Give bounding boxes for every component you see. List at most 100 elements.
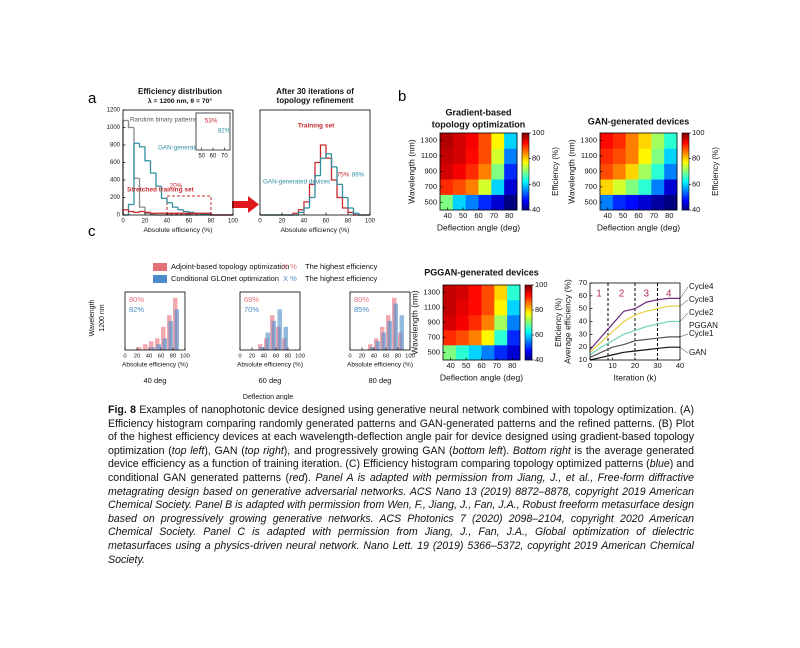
colorbar-segment bbox=[522, 156, 529, 159]
heatmap-cell bbox=[625, 148, 639, 165]
colorbar-segment bbox=[522, 133, 529, 136]
inset-label: 53% bbox=[205, 118, 218, 125]
x-axis-label: Absolute efficiency (%) bbox=[280, 227, 349, 234]
x-axis-label: Absolute efficiency (%) bbox=[143, 227, 212, 234]
chart-title: Efficiency distribution bbox=[138, 87, 222, 96]
x-tick-label: 60 bbox=[186, 219, 193, 225]
colorbar-label: Efficiency (%) bbox=[711, 147, 720, 196]
heatmap-cell bbox=[612, 148, 626, 165]
y-tick-label: 700 bbox=[424, 182, 437, 191]
colorbar-segment bbox=[525, 347, 532, 351]
chart-title: PGGAN-generated devices bbox=[424, 267, 539, 277]
colorbar-segment bbox=[682, 204, 689, 208]
histogram-step bbox=[138, 143, 145, 148]
y-tick-label: 40 bbox=[579, 316, 587, 325]
colorbar-segment bbox=[525, 285, 532, 288]
y-tick-label: 0 bbox=[117, 213, 121, 219]
panel-label: c bbox=[88, 223, 96, 240]
figure: a b c 0 20 40 60 80 100020040060080010001200A… bbox=[88, 87, 720, 400]
x-tick-label: 40 bbox=[447, 361, 455, 370]
heatmap-cell bbox=[664, 179, 678, 195]
caption-text: top right bbox=[244, 444, 284, 457]
y-tick-label: 1300 bbox=[420, 136, 437, 145]
colorbar-segment bbox=[525, 302, 532, 306]
histogram-step bbox=[133, 127, 140, 179]
heatmap-cell bbox=[625, 194, 639, 211]
y-tick-label: 1200 bbox=[107, 108, 121, 114]
x-tick-label: 80 bbox=[170, 354, 176, 360]
heatmap-cell bbox=[491, 194, 505, 211]
annotation: GAN-generated devices bbox=[263, 179, 330, 186]
heatmap-cell bbox=[481, 300, 495, 316]
colorbar-segment bbox=[525, 310, 532, 313]
colorbar-segment bbox=[682, 179, 689, 183]
colorbar-label: Efficiency (%) bbox=[554, 298, 563, 347]
colorbar-segment bbox=[525, 335, 532, 338]
chart-title: Gradient-based bbox=[445, 107, 511, 117]
x-axis-label: Deflection angle (deg) bbox=[437, 222, 520, 232]
legend-label: Cycle2 bbox=[689, 308, 714, 317]
plot-frame bbox=[239, 291, 301, 351]
stage-label: 3 bbox=[643, 289, 649, 300]
colorbar-segment bbox=[682, 158, 689, 162]
legend-leader bbox=[679, 346, 689, 354]
x-tick-label: 20 bbox=[134, 354, 140, 360]
heatmap-cell bbox=[664, 133, 678, 149]
histogram-step bbox=[314, 174, 321, 198]
colorbar-segment bbox=[522, 135, 529, 139]
heatmap-cell bbox=[638, 179, 652, 195]
annotation: Training set bbox=[298, 123, 335, 130]
colorbar-segment bbox=[682, 166, 689, 170]
histogram-bar bbox=[265, 332, 270, 350]
colorbar-segment bbox=[525, 287, 532, 291]
heatmap-cell bbox=[440, 194, 454, 211]
heatmap-cell bbox=[455, 285, 469, 301]
x-tick-label: 60 bbox=[158, 354, 164, 360]
colorbar-segment bbox=[522, 166, 529, 170]
histogram-bar bbox=[137, 347, 142, 350]
colorbar-segment bbox=[522, 153, 529, 157]
y-tick-label: 1100 bbox=[581, 151, 597, 160]
heatmap-cell bbox=[452, 133, 466, 149]
heatmap-cell bbox=[478, 133, 492, 149]
histogram-bar bbox=[156, 344, 161, 350]
x-tick-label: 40 bbox=[444, 211, 452, 220]
histogram-bar bbox=[375, 341, 380, 350]
histogram-step bbox=[308, 196, 315, 208]
heatmap-cell bbox=[651, 194, 665, 211]
arrow bbox=[232, 201, 248, 208]
histogram-step bbox=[182, 209, 189, 213]
y-tick-label: 900 bbox=[584, 166, 597, 175]
histogram-bar bbox=[393, 303, 398, 350]
heatmap-cell bbox=[651, 179, 665, 195]
colorbar-segment bbox=[522, 176, 529, 180]
colorbar-segment bbox=[682, 202, 689, 206]
x-tick-label: 50 bbox=[459, 211, 467, 220]
histogram-step bbox=[325, 153, 332, 159]
colorbar-segment bbox=[522, 163, 529, 167]
caption-text: is the average generated device efficien… bbox=[108, 444, 695, 471]
histogram-step bbox=[138, 178, 145, 208]
annotation: 70% bbox=[244, 305, 259, 314]
y-axis-label: 1200 nm bbox=[99, 304, 106, 331]
heatmap-cell bbox=[507, 315, 521, 331]
heatmap-cell bbox=[481, 315, 495, 331]
caption-text: bottom left bbox=[452, 444, 503, 457]
legend-label: PGGAN bbox=[689, 321, 718, 330]
heatmap-cell bbox=[455, 300, 469, 316]
colorbar-segment bbox=[682, 140, 689, 144]
y-tick-label: 1100 bbox=[424, 302, 440, 311]
heatmap-cell bbox=[440, 133, 454, 149]
colorbar-segment bbox=[522, 168, 529, 172]
x-axis-label: Absolute efficiency (%) bbox=[237, 362, 303, 369]
x-tick-label: 0 bbox=[258, 219, 262, 225]
x-tick-label: 70 bbox=[650, 211, 658, 220]
colorbar-tick-label: 40 bbox=[532, 205, 540, 214]
histogram-bar bbox=[387, 321, 392, 350]
caption-text: ), GAN ( bbox=[204, 444, 245, 457]
y-axis-label: Wavelength bbox=[89, 300, 96, 337]
heatmap-cell bbox=[612, 133, 626, 149]
heatmap-cell bbox=[638, 148, 652, 165]
colorbar-segment bbox=[525, 307, 532, 311]
x-tick-label: 80 bbox=[395, 354, 401, 360]
